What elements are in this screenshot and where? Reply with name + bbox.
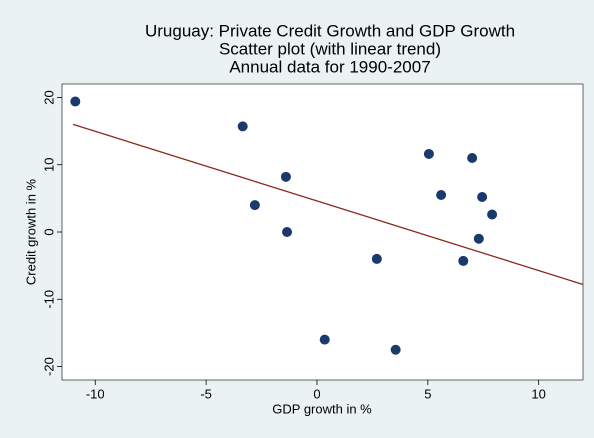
chart-subtitle: Scatter plot (with linear trend) xyxy=(219,39,441,58)
y-tick-label: -20 xyxy=(41,357,56,376)
point xyxy=(237,121,248,132)
point xyxy=(458,255,469,266)
point xyxy=(280,171,291,182)
point xyxy=(70,96,81,107)
point xyxy=(487,209,498,220)
point xyxy=(282,227,293,237)
y-tick-label: 20 xyxy=(41,90,56,104)
x-tick-label: -5 xyxy=(200,386,212,401)
y-axis-label: Credit growth in % xyxy=(23,178,38,285)
x-axis-label: GDP growth in % xyxy=(272,401,372,416)
plot-area xyxy=(61,83,584,381)
x-tick-label: 10 xyxy=(531,386,545,401)
y-tick-label: 0 xyxy=(41,228,56,235)
x-tick-label: 5 xyxy=(424,386,431,401)
point xyxy=(477,192,488,203)
point xyxy=(319,334,330,345)
y-tick-label: -10 xyxy=(41,290,56,309)
point xyxy=(436,190,447,200)
point xyxy=(423,148,434,159)
point xyxy=(249,200,260,211)
x-tick-label: -10 xyxy=(86,386,105,401)
y-tick-label: 10 xyxy=(41,157,56,171)
x-tick-label: 0 xyxy=(313,386,320,401)
chart-subtitle: Annual data for 1990-2007 xyxy=(229,57,430,76)
point xyxy=(390,344,401,355)
point xyxy=(473,233,484,244)
chart-title: Uruguay: Private Credit Growth and GDP G… xyxy=(145,21,515,40)
point xyxy=(371,253,382,264)
point xyxy=(467,153,478,163)
trend-line xyxy=(72,123,584,286)
